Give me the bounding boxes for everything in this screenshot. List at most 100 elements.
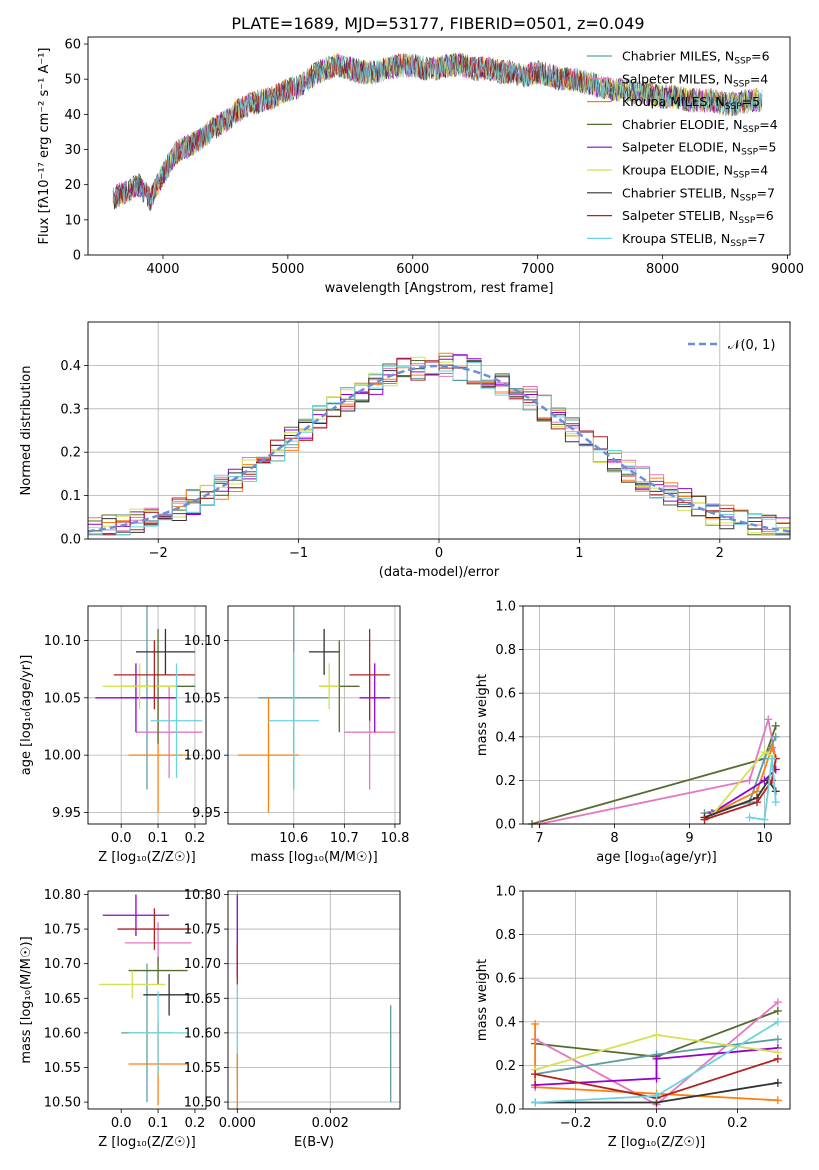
y-tick-label: 10.75 — [44, 923, 81, 938]
y-tick-label: 10.05 — [44, 691, 81, 706]
panel-mass-weight-vs-z: −0.2 0.0 0.2 0.0 0.2 0.4 0.6 0.8 1.0 Z [log₁₀(Z/Z… — [475, 885, 791, 1150]
y-tick-label: 10.70 — [184, 957, 221, 972]
normal-curve — [87, 364, 791, 533]
y-tick-label: 10.55 — [44, 1061, 81, 1076]
axes-box — [87, 890, 207, 1110]
axes-box — [227, 605, 401, 825]
y-axis-label: age [log₁₀(age/yr)] — [19, 655, 34, 776]
x-tick-label: −1 — [289, 546, 308, 561]
axes-frame: 0.000 0.002 10.50 10.55 10.60 10.65 10.70 10.75… — [184, 888, 401, 1150]
y-axis-label: Normed distribution — [19, 366, 34, 496]
y-tick-label: 0.0 — [60, 533, 81, 548]
legend-entry: Chabrier STELIB, NSSP=7 — [622, 185, 775, 203]
y-tick-label: 0.1 — [60, 489, 81, 504]
weight-line — [535, 1047, 778, 1086]
x-tick-label: 8 — [610, 831, 618, 846]
data-marks — [112, 52, 763, 212]
x-tick-label: −2 — [149, 546, 168, 561]
x-tick-label: 9 — [685, 831, 693, 846]
y-axis-label: mass weight — [475, 959, 490, 1041]
weight-line — [749, 758, 777, 821]
grid — [523, 605, 790, 825]
y-tick-label: 10.50 — [184, 1096, 221, 1111]
panel-age-vs-z: 0.0 0.1 0.2 9.95 10.00 10.05 10.10 Z [log₁₀(Z/Z… — [19, 605, 207, 865]
y-tick-label: 9.95 — [192, 806, 221, 821]
legend-entry: Kroupa STELIB, NSSP=7 — [622, 231, 766, 249]
x-tick-label: 5000 — [271, 262, 304, 277]
y-tick-label: 10.80 — [184, 888, 221, 903]
panel-mass-weight-vs-age: 7 8 9 10 0.0 0.2 0.4 0.6 0.8 1.0 age [log₁₀(age/yr… — [475, 600, 791, 865]
x-axis-label: age [log₁₀(age/yr)] — [596, 850, 717, 865]
y-tick-label: 10.10 — [184, 634, 221, 649]
x-tick-label: 8000 — [646, 262, 679, 277]
spectrum-line — [112, 52, 763, 212]
y-tick-label: 0.2 — [495, 774, 516, 789]
spectrum-line — [112, 53, 763, 207]
data-marks — [95, 606, 203, 813]
axes-frame: 4000 5000 6000 7000 8000 9000 0 10 20 30 40 50 60 wav… — [37, 36, 804, 296]
axes-box — [87, 321, 791, 540]
y-tick-label: 0.2 — [495, 1059, 516, 1074]
x-tick-label: 0.0 — [111, 1116, 132, 1131]
x-tick-label: 0.2 — [727, 1116, 748, 1131]
panel-histogram: −2 −1 0 1 2 0.0 0.1 0.2 0.3 0.4 (data-model)/error… — [19, 321, 791, 580]
y-tick-label: 40 — [64, 108, 81, 123]
histogram-step — [88, 362, 790, 536]
legend-entry: Chabrier MILES, NSSP=6 — [622, 49, 770, 67]
panel-spectrum: 4000 5000 6000 7000 8000 9000 0 10 20 30 40 50 60 wav… — [37, 36, 804, 296]
y-axis-label: Flux [fλ10⁻¹⁷ erg cm⁻² s⁻¹ A⁻¹] — [37, 48, 52, 245]
y-tick-label: 0 — [73, 249, 81, 264]
x-tick-label: 0.1 — [148, 1116, 169, 1131]
x-tick-label: 0.2 — [185, 831, 206, 846]
figure-title: PLATE=1689, MJD=53177, FIBERID=0501, z=0… — [231, 14, 644, 33]
axes-box — [87, 605, 207, 825]
y-tick-label: 1.0 — [495, 600, 516, 615]
data-marks — [236, 894, 392, 1109]
x-tick-label: −0.2 — [560, 1116, 592, 1131]
x-tick-label: 10.8 — [380, 831, 409, 846]
legend: Chabrier MILES, NSSP=6 Salpeter MILES, NS… — [587, 49, 778, 249]
y-tick-label: 0.2 — [60, 446, 81, 461]
weight-line — [704, 744, 777, 819]
axes-frame: 0.0 0.1 0.2 9.95 10.00 10.05 10.10 Z [log₁₀(Z/Z… — [19, 605, 207, 865]
y-tick-label: 10.00 — [184, 749, 221, 764]
axes-frame: 10.6 10.7 10.8 9.95 10.00 10.05 10.10 mass [log… — [184, 605, 409, 865]
y-tick-label: 10.10 — [44, 634, 81, 649]
y-tick-label: 9.95 — [52, 806, 81, 821]
y-tick-label: 0.4 — [495, 1015, 516, 1030]
panel-mass-vs-z: 0.0 0.1 0.2 10.50 10.55 10.60 10.65 10.70 10.75 1… — [19, 888, 207, 1150]
data-marks — [238, 606, 395, 813]
y-tick-label: 60 — [64, 38, 81, 53]
axes-frame: −0.2 0.0 0.2 0.0 0.2 0.4 0.6 0.8 1.0 Z [log₁₀(Z/Z… — [475, 885, 791, 1150]
y-tick-label: 10.80 — [44, 888, 81, 903]
x-tick-label: 0.002 — [312, 1116, 349, 1131]
histogram-step — [88, 357, 790, 536]
x-tick-label: 7 — [535, 831, 543, 846]
y-tick-label: 0.8 — [495, 928, 516, 943]
y-tick-label: 0.6 — [495, 972, 516, 987]
x-tick-label: 0.2 — [185, 1116, 206, 1131]
grid — [228, 891, 400, 1109]
y-tick-label: 10.65 — [184, 992, 221, 1007]
y-tick-label: 30 — [64, 143, 81, 158]
weight-line — [704, 778, 777, 819]
x-axis-label: wavelength [Angstrom, rest frame] — [325, 281, 554, 296]
x-tick-label: 0.0 — [646, 1116, 667, 1131]
x-axis-label: Z [log₁₀(Z/Z☉)] — [98, 850, 195, 865]
y-tick-label: 10.00 — [44, 749, 81, 764]
weight-line — [539, 719, 777, 825]
x-tick-label: 0 — [435, 546, 443, 561]
x-tick-label: 9000 — [771, 262, 804, 277]
axes-frame: −2 −1 0 1 2 0.0 0.1 0.2 0.3 0.4 (data-model)/error… — [19, 321, 791, 580]
y-axis-label: mass [log₁₀(M/M☉)] — [19, 936, 34, 1063]
x-axis-label: mass [log₁₀(M/M☉)] — [250, 850, 377, 865]
weight-line — [531, 725, 777, 825]
axes-box — [522, 605, 791, 825]
legend-entry: Salpeter STELIB, NSSP=6 — [622, 208, 774, 226]
data-marks — [528, 715, 780, 828]
x-tick-label: 0.0 — [111, 831, 132, 846]
y-tick-label: 10.70 — [44, 957, 81, 972]
x-axis-label: Z [log₁₀(Z/Z☉)] — [608, 1135, 705, 1150]
x-tick-label: 2 — [716, 546, 724, 561]
